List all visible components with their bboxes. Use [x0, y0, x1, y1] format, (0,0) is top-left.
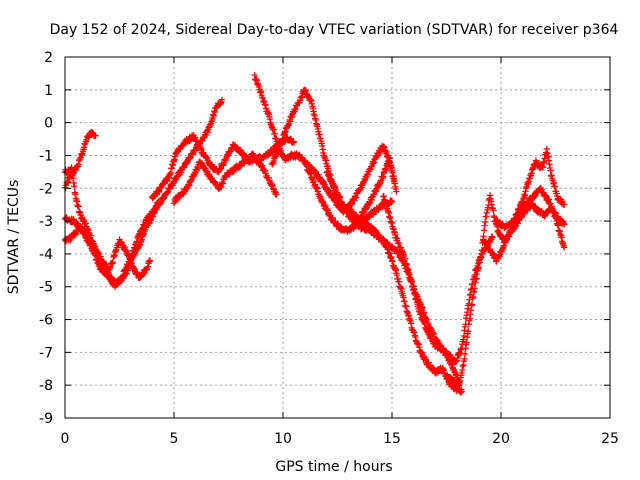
- x-tick-label: 20: [492, 431, 510, 447]
- x-tick-label: 10: [274, 431, 292, 447]
- x-tick-label: 5: [170, 431, 179, 447]
- data-point: [539, 164, 547, 171]
- data-point: [146, 257, 154, 264]
- data-point: [478, 247, 486, 254]
- y-tick-label: -6: [39, 313, 53, 329]
- data-point: [393, 188, 400, 195]
- data-point: [388, 198, 396, 205]
- data-point: [561, 201, 568, 208]
- y-tick-label: -2: [39, 181, 53, 197]
- series-arc-15: [493, 184, 568, 251]
- y-tick-label: -3: [39, 214, 53, 230]
- x-tick-label: 0: [61, 431, 70, 447]
- data-point: [561, 244, 568, 251]
- data-point: [475, 264, 482, 271]
- series-arc-4: [61, 96, 226, 288]
- y-tick-label: 0: [44, 116, 53, 132]
- y-tick-label: -1: [39, 148, 53, 164]
- data-point: [476, 259, 483, 266]
- data-point: [547, 167, 554, 174]
- y-axis-label: SDTVAR / TECUs: [6, 180, 22, 295]
- y-tick-label: -5: [39, 280, 53, 296]
- x-tick-label: 25: [601, 431, 619, 447]
- y-tick-label: -8: [39, 378, 53, 394]
- x-axis-label: GPS time / hours: [275, 459, 392, 475]
- data-points: [61, 71, 568, 396]
- data-point: [218, 96, 226, 103]
- data-point: [471, 285, 479, 292]
- y-tick-label: -7: [39, 345, 53, 361]
- data-point: [489, 234, 496, 241]
- plot-frame: [64, 56, 611, 419]
- axes: 0 5 10 15 20 25 -9 -8 -7 -6 -5 -4 -3 -2 -1 0 1 2: [39, 50, 619, 447]
- data-point: [71, 183, 78, 190]
- y-tick-label: 2: [44, 50, 53, 66]
- data-point: [273, 191, 280, 199]
- x-tick-label: 15: [383, 431, 401, 447]
- data-point: [490, 207, 497, 214]
- data-point: [561, 221, 568, 228]
- data-point: [460, 332, 468, 340]
- grid: [65, 57, 610, 418]
- data-point: [461, 350, 469, 358]
- chart-title: Day 152 of 2024, Sidereal Day-to-day VTE…: [50, 22, 619, 38]
- y-tick-label: -4: [39, 247, 53, 263]
- data-point: [465, 328, 472, 335]
- data-point: [481, 218, 489, 226]
- data-point: [468, 301, 476, 308]
- data-point: [458, 388, 465, 395]
- y-tick-label: -9: [39, 411, 53, 427]
- data-point: [290, 139, 298, 146]
- series-arc-7: [251, 71, 398, 216]
- y-tick-label: 1: [44, 83, 53, 99]
- series-arc-6: [170, 150, 280, 207]
- data-point: [92, 132, 99, 139]
